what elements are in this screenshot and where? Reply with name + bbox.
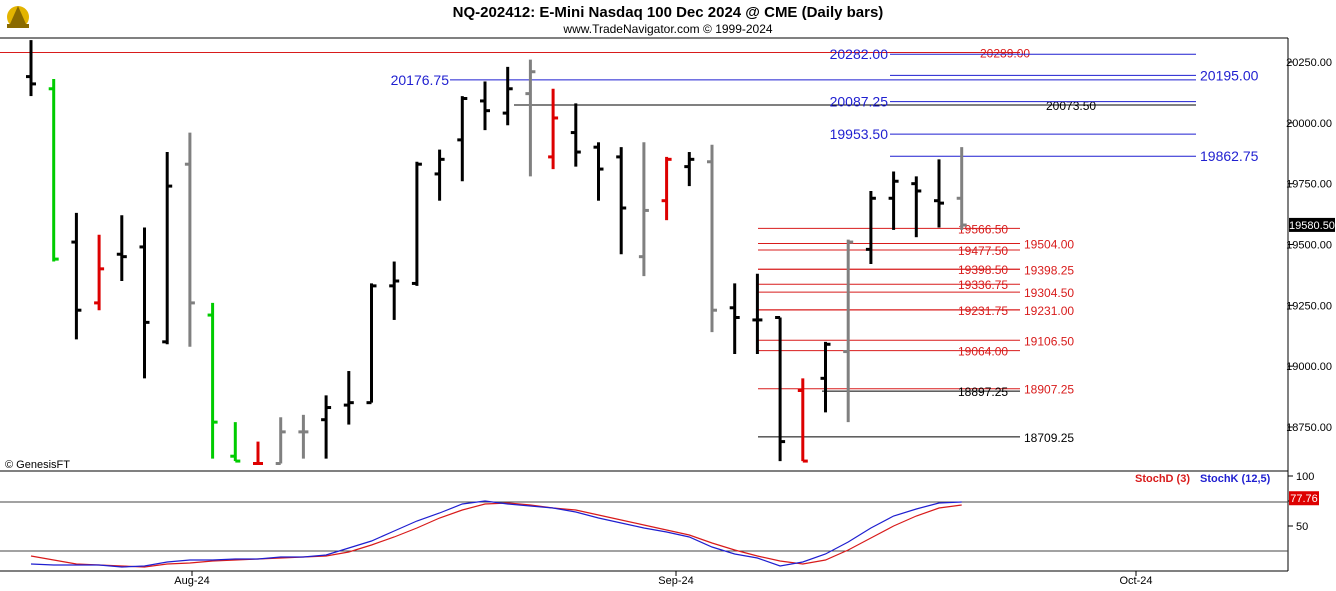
ohlc-bar <box>865 190 876 264</box>
ohlc-bar <box>956 147 967 230</box>
last-price-tag: 19580.50 <box>1289 217 1335 232</box>
ohlc-bar <box>230 422 241 463</box>
level-label-red: 19064.00 <box>958 345 1008 359</box>
level-label-red: 19504.00 <box>1024 238 1074 252</box>
ohlc-bar <box>94 234 105 311</box>
level-label-blue: 19953.50 <box>830 126 889 142</box>
ohlc-bar <box>434 149 445 201</box>
ohlc-bar <box>321 395 332 459</box>
level-label-red: 19477.50 <box>958 244 1008 258</box>
stoch-tag-bg <box>1289 491 1319 506</box>
stoch-d-legend: StochD (3) <box>1135 473 1190 485</box>
ohlc-bar <box>911 176 922 238</box>
chart-title: NQ-202412: E-Mini Nasdaq 100 Dec 2024 @ … <box>453 4 884 21</box>
stoch-k-legend: StochK (12,5) <box>1200 473 1271 485</box>
ohlc-bar <box>752 273 763 354</box>
level-label-red: 19106.50 <box>1024 334 1074 348</box>
level-label-blue: 19862.75 <box>1200 148 1259 164</box>
ohlc-bar <box>638 142 649 277</box>
level-label-blue: 20195.00 <box>1200 67 1259 83</box>
ohlc-bar <box>366 283 377 405</box>
price-tick-label: 19500.00 <box>1286 240 1332 252</box>
ohlc-bar <box>593 142 604 201</box>
stochastic-pane: StochD (3) StochK (12,5) 1007550 77.76 <box>0 471 1319 572</box>
price-tick-label: 19000.00 <box>1286 361 1332 373</box>
time-tick-label: Aug-24 <box>174 575 209 587</box>
time-axis-labels: Aug-24 Sep-24 Oct-24 <box>174 571 1153 587</box>
time-tick-label: Sep-24 <box>658 575 693 587</box>
ohlc-bar <box>570 103 581 167</box>
chart-subtitle: www.TradeNavigator.com © 1999-2024 <box>562 22 772 36</box>
level-label-blue: 20282.00 <box>830 46 889 62</box>
ohlc-bar <box>139 227 150 379</box>
time-tick-label: Oct-24 <box>1119 575 1152 587</box>
ohlc-bar <box>162 152 173 345</box>
price-tick-label: 19250.00 <box>1286 300 1332 312</box>
ohlc-bar <box>775 316 786 462</box>
price-axis-ticks: 20250.00 20000.00 19750.00 19500.00 19250.00… <box>1286 57 1332 434</box>
level-label-red: 19398.50 <box>958 263 1008 277</box>
ohlc-bar <box>26 40 36 97</box>
ohlc-bar <box>707 144 717 333</box>
ohlc-bar <box>888 171 899 230</box>
stoch-d-line <box>30 502 962 568</box>
ohlc-bar <box>797 378 808 463</box>
level-label-red: 19304.50 <box>1024 286 1074 300</box>
price-pane: 20250.00 20000.00 19750.00 19500.00 19250.00… <box>0 37 1335 571</box>
ohlc-bar <box>843 239 854 423</box>
price-tick-label: 18750.00 <box>1286 422 1332 434</box>
stoch-tick-label: 50 <box>1296 521 1308 533</box>
ohlc-bar <box>207 302 218 459</box>
level-label-red: 19398.25 <box>1024 263 1074 277</box>
last-price-tag-bg <box>1289 217 1335 232</box>
level-label-black: 20073.50 <box>1046 99 1096 113</box>
level-label-red: 18907.25 <box>1024 383 1074 397</box>
level-label-red: 19231.75 <box>958 304 1008 318</box>
ohlc-bar <box>684 152 695 187</box>
level-label-red: 19231.00 <box>1024 304 1074 318</box>
price-levels: 20289.00 19566.50 19504.00 19477.50 19398.25… <box>0 46 1259 445</box>
ohlc-bar <box>661 156 672 221</box>
ohlc-bar <box>184 132 195 347</box>
ohlc-bar <box>502 66 513 126</box>
level-label-red: 19336.75 <box>958 278 1008 292</box>
stoch-tick-label: 100 <box>1296 471 1314 483</box>
stoch-k-line <box>30 500 962 568</box>
ohlc-bar <box>275 417 286 465</box>
ohlc-bar <box>71 212 82 340</box>
level-label-blue: 20087.25 <box>830 94 889 110</box>
level-label-red: 20289.00 <box>980 47 1030 61</box>
ohlc-bar <box>343 371 354 425</box>
level-label-black: 18897.25 <box>958 385 1008 399</box>
ohlc-bar <box>298 414 309 459</box>
ohlc-bar <box>48 79 59 262</box>
price-tick-label: 19750.00 <box>1286 179 1332 191</box>
ohlc-bar <box>548 88 559 170</box>
ohlc-bar <box>116 215 127 281</box>
ohlc-bar <box>389 261 400 320</box>
ohlc-bars <box>26 40 967 465</box>
ohlc-bar <box>934 159 944 228</box>
level-label-red: 19566.50 <box>958 222 1008 236</box>
stoch-tag-label: 77.76 <box>1290 493 1318 505</box>
price-tick-label: 20000.00 <box>1286 118 1332 130</box>
price-tick-label: 20250.00 <box>1286 57 1332 69</box>
ohlc-bar <box>525 59 536 177</box>
ohlc-bar <box>616 147 627 255</box>
stoch-value-tag: 77.76 <box>1289 491 1319 506</box>
ohlc-bar <box>729 283 740 354</box>
ohlc-bar <box>411 161 422 286</box>
watermark: © GenesisFT <box>5 459 70 471</box>
last-price-label: 19580.50 <box>1289 220 1335 232</box>
level-label-blue: 20176.75 <box>391 72 450 88</box>
ohlc-bar <box>253 441 263 465</box>
ohlc-bar <box>457 96 468 182</box>
ohlc-bar <box>820 341 831 413</box>
ohlc-bar <box>480 81 490 131</box>
logo-icon <box>7 6 29 28</box>
level-label-black: 18709.25 <box>1024 431 1074 445</box>
